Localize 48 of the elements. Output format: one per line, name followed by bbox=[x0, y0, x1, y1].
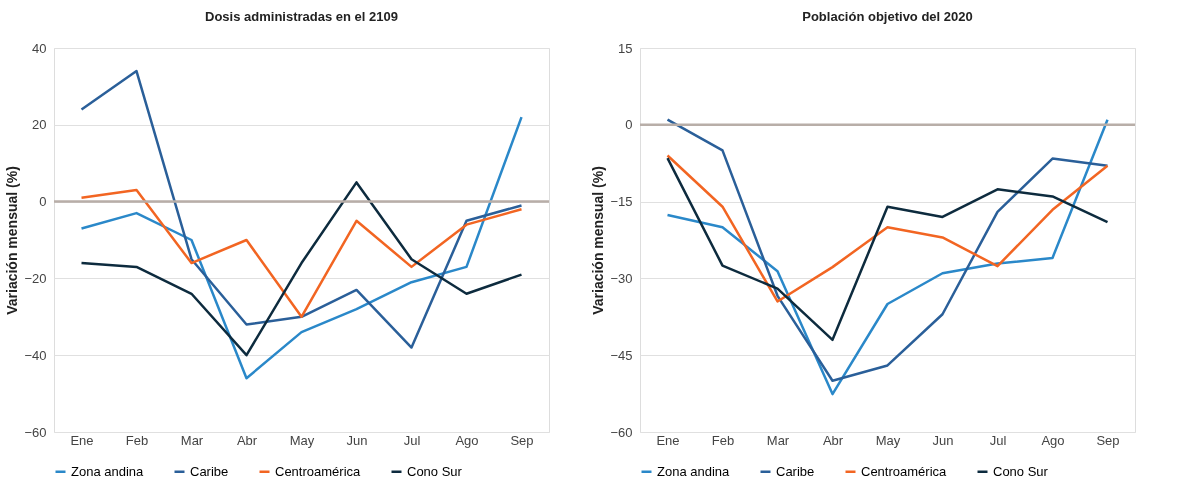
y-tick-label: −15 bbox=[610, 194, 633, 210]
x-tick-label: Abr bbox=[236, 432, 258, 448]
x-tick-label: May bbox=[289, 432, 315, 448]
line-series bbox=[80, 181, 523, 357]
y-axis-title: Variación mensual (%) bbox=[590, 166, 607, 315]
x-tick-label: May bbox=[875, 432, 901, 448]
legend-label: Zona andina bbox=[657, 463, 731, 479]
y-axis-title: Variación mensual (%) bbox=[4, 166, 21, 315]
line-series bbox=[666, 156, 1109, 342]
x-tick-label: Ago bbox=[455, 432, 479, 448]
line-series bbox=[80, 69, 523, 349]
x-tick-label: Feb bbox=[125, 432, 149, 448]
x-tick-label: Jun bbox=[932, 432, 954, 448]
line-series bbox=[80, 188, 523, 319]
x-tick-label: Ene bbox=[656, 432, 680, 448]
x-tick-label: Feb bbox=[711, 432, 735, 448]
x-tick-label: Jul bbox=[403, 432, 421, 448]
y-tick-label: 0 bbox=[39, 194, 47, 210]
x-tick-label: Sep bbox=[510, 432, 534, 448]
legend-label: Centroamérica bbox=[275, 463, 362, 479]
x-tick-label: Ago bbox=[1041, 432, 1065, 448]
x-tick-label: Abr bbox=[822, 432, 844, 448]
y-tick-label: −45 bbox=[610, 347, 633, 363]
line-series bbox=[666, 154, 1109, 303]
chart-title: Dosis administradas en el 2109 bbox=[205, 9, 398, 24]
x-tick-label: Mar bbox=[180, 432, 204, 448]
y-tick-label: −60 bbox=[24, 424, 47, 440]
y-tick-label: −30 bbox=[610, 270, 633, 286]
x-tick-label: Mar bbox=[766, 432, 790, 448]
chart-title: Población objetivo del 2020 bbox=[802, 9, 973, 24]
x-tick-label: Jun bbox=[346, 432, 368, 448]
y-tick-label: −40 bbox=[24, 347, 47, 363]
legend-label: Cono Sur bbox=[993, 463, 1049, 479]
legend-label: Cono Sur bbox=[407, 463, 463, 479]
legend-label: Caribe bbox=[190, 463, 229, 479]
y-tick-label: 20 bbox=[32, 117, 47, 133]
x-tick-label: Sep bbox=[1096, 432, 1120, 448]
y-tick-label: −60 bbox=[610, 424, 633, 440]
y-tick-label: 40 bbox=[32, 40, 47, 56]
line-series bbox=[80, 115, 523, 380]
legend-label: Zona andina bbox=[71, 463, 145, 479]
legend-label: Centroamérica bbox=[861, 463, 948, 479]
y-tick-label: 15 bbox=[618, 40, 633, 56]
legend-label: Caribe bbox=[776, 463, 815, 479]
y-tick-label: 0 bbox=[625, 117, 633, 133]
x-tick-label: Jul bbox=[989, 432, 1007, 448]
x-tick-label: Ene bbox=[70, 432, 94, 448]
y-tick-label: −20 bbox=[24, 270, 47, 286]
